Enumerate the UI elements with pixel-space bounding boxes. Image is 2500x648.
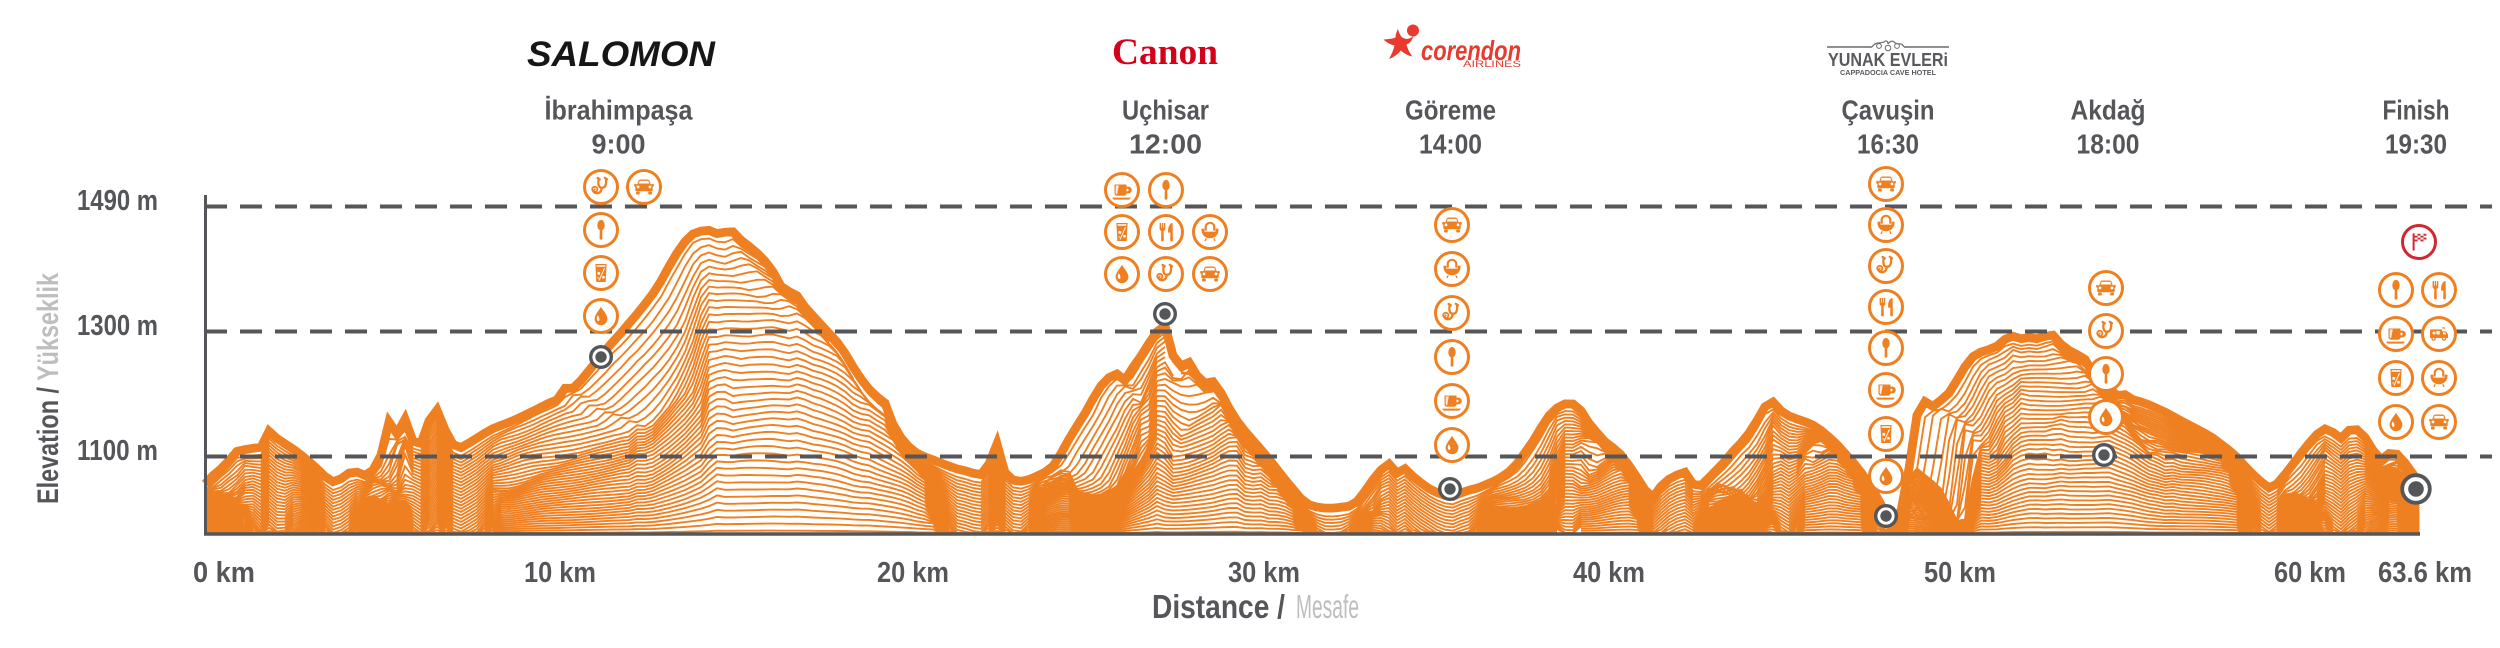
svg-text:Finish: Finish [2383,95,2450,126]
svg-text:YUNAK EVLERi: YUNAK EVLERi [1828,50,1948,70]
svg-text:50 km: 50 km [1924,557,1996,589]
svg-text:AIRLINES: AIRLINES [1463,59,1521,69]
svg-text:Mesafe: Mesafe [1296,588,1359,625]
svg-text:9:00: 9:00 [592,129,646,160]
svg-text:Canon: Canon [1112,32,1218,73]
svg-text:Elevation / Yükseklik: Elevation / Yükseklik [32,273,65,504]
svg-text:16:30: 16:30 [1857,129,1919,160]
svg-text:60 km: 60 km [2274,557,2346,589]
svg-text:19:30: 19:30 [2385,129,2447,160]
svg-text:Akdağ: Akdağ [2071,95,2146,126]
svg-text:CAPPADOCIA CAVE HOTEL: CAPPADOCIA CAVE HOTEL [1840,70,1937,77]
svg-text:0 km: 0 km [193,557,255,589]
svg-text:30 km: 30 km [1228,557,1300,589]
svg-text:1490 m: 1490 m [77,185,158,217]
svg-text:Çavuşin: Çavuşin [1842,95,1935,126]
svg-text:10 km: 10 km [524,557,596,589]
svg-text:18:00: 18:00 [2077,129,2140,160]
svg-text:14:00: 14:00 [1419,129,1482,160]
svg-text:İbrahimpaşa: İbrahimpaşa [545,95,693,126]
svg-text:1300 m: 1300 m [77,310,158,342]
svg-text:40 km: 40 km [1573,557,1645,589]
svg-text:12:00: 12:00 [1129,129,1202,160]
svg-text:SALOMON: SALOMON [527,35,716,74]
svg-text:corendon: corendon [1421,35,1521,66]
svg-text:Göreme: Göreme [1405,95,1496,126]
svg-text:20 km: 20 km [877,557,949,589]
svg-text:63.6 km: 63.6 km [2378,557,2472,589]
svg-text:Distance /: Distance / [1152,588,1285,625]
svg-text:Uçhisar: Uçhisar [1122,95,1209,126]
svg-text:1100 m: 1100 m [77,435,158,467]
